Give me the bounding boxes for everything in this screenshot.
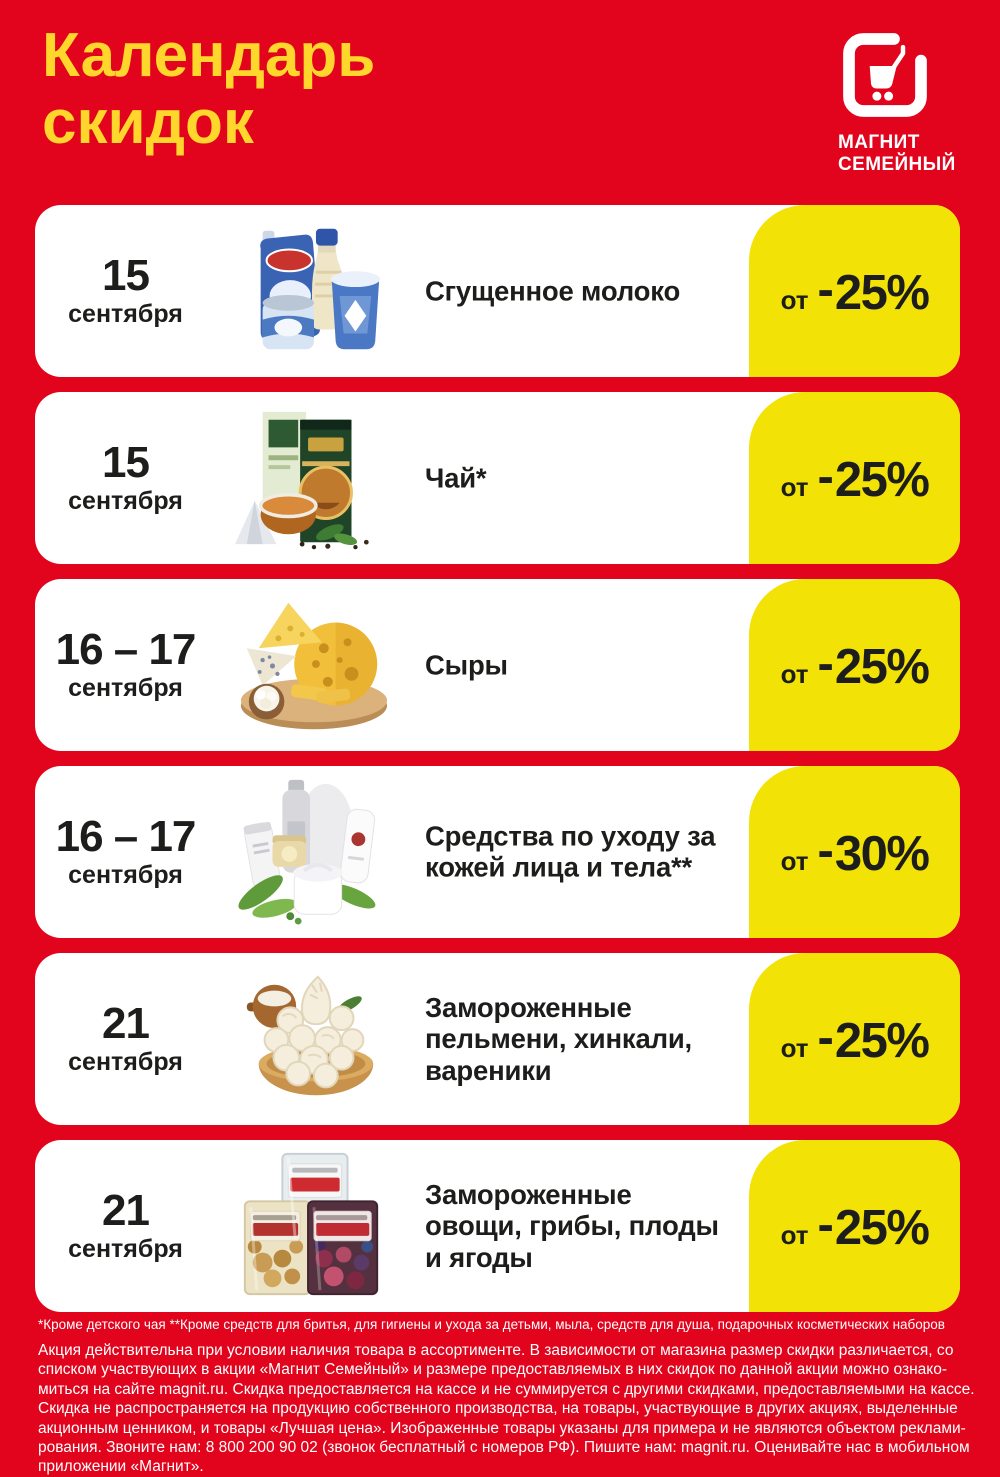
discount-percent: 25% <box>834 640 930 694</box>
promo-row: 16 – 17 сентября <box>35 766 960 938</box>
promo-date-day: 21 <box>102 999 150 1049</box>
discount-prefix: от <box>780 659 809 689</box>
discount-minus: - <box>817 262 834 317</box>
promo-date: 21 сентября <box>43 1001 208 1077</box>
discount-badge: от - 30% <box>749 766 960 938</box>
magnit-cart-logo-icon <box>840 30 930 120</box>
product-name: Сыры <box>425 649 508 681</box>
product-image-dumplings <box>233 963 391 1115</box>
discount-badge: от - 25% <box>749 392 960 564</box>
promo-date-day: 21 <box>102 1186 150 1236</box>
discount-prefix: от <box>780 285 809 315</box>
discount-prefix: от <box>780 472 809 502</box>
discount-percent: 25% <box>834 453 930 507</box>
promo-date-month: сентября <box>68 486 183 515</box>
discount-prefix: от <box>780 846 809 876</box>
legal-text: Акция действительна при условии наличия … <box>38 1342 975 1476</box>
footnote-text: *Кроме детского чая **Кроме средств для … <box>38 1317 945 1332</box>
product-name: Замороженные овощи, грибы, плоды и ягоды <box>425 1178 719 1273</box>
discount-minus: - <box>817 1010 834 1065</box>
promo-row: 21 сентября <box>35 1140 960 1312</box>
promo-date: 16 – 17 сентября <box>43 627 208 703</box>
promo-date-month: сентября <box>68 673 183 702</box>
discount-badge: от - 25% <box>749 953 960 1125</box>
page-title-line2: скидок <box>42 88 254 157</box>
promo-date: 15 сентября <box>43 440 208 516</box>
product-image-condensed-milk <box>233 215 391 367</box>
promo-date: 15 сентября <box>43 253 208 329</box>
brand-block: МАГНИТ СЕМЕЙНЫЙ <box>838 30 978 177</box>
discount-minus: - <box>817 636 834 691</box>
brand-name-line1: МАГНИТ <box>838 132 920 153</box>
promo-date-day: 15 <box>102 251 150 301</box>
promo-date-day: 15 <box>102 438 150 488</box>
product-name: Чай* <box>425 462 487 494</box>
product-name: Средства по уходу за кожей лица и тела** <box>425 820 716 883</box>
promo-date-month: сентября <box>68 1047 183 1076</box>
brand-name: МАГНИТ СЕМЕЙНЫЙ <box>838 132 978 177</box>
discount-prefix: от <box>780 1220 809 1250</box>
promo-row: 15 сентября <box>35 392 960 564</box>
page-title-line1: Календарь <box>42 21 376 90</box>
discount-percent: 25% <box>834 1014 930 1068</box>
discount-badge: от - 25% <box>749 1140 960 1312</box>
product-name: Сгущенное молоко <box>425 275 681 307</box>
product-image-skincare <box>233 776 391 928</box>
discount-badge: от - 25% <box>749 579 960 751</box>
product-image-frozen-bags <box>233 1150 391 1302</box>
product-image-cheese <box>233 589 391 741</box>
discount-percent: 25% <box>834 1201 930 1255</box>
brand-name-line2: СЕМЕЙНЫЙ <box>838 154 956 176</box>
discount-minus: - <box>817 823 834 878</box>
promo-date-day: 16 – 17 <box>55 625 197 675</box>
page-title: Календарь скидок <box>42 22 375 156</box>
product-name: Замороженные пельмени, хинкали, вареники <box>425 991 692 1086</box>
promo-date-month: сентября <box>68 860 183 889</box>
discount-percent: 25% <box>834 266 930 320</box>
promo-date: 16 – 17 сентября <box>43 814 208 890</box>
promo-date-day: 16 – 17 <box>55 812 197 862</box>
promo-rows: 15 сентября <box>35 205 960 1312</box>
promo-row: 16 – 17 сентября <box>35 579 960 751</box>
promo-date-month: сентября <box>68 1234 183 1263</box>
promo-row: 21 сентября <box>35 953 960 1125</box>
discount-prefix: от <box>780 1033 809 1063</box>
promo-row: 15 сентября <box>35 205 960 377</box>
promo-date: 21 сентября <box>43 1188 208 1264</box>
discount-badge: от - 25% <box>749 205 960 377</box>
discount-percent: 30% <box>834 827 930 881</box>
promo-date-month: сентября <box>68 299 183 328</box>
discount-minus: - <box>817 1197 834 1252</box>
discount-minus: - <box>817 449 834 504</box>
product-image-tea <box>233 402 391 554</box>
